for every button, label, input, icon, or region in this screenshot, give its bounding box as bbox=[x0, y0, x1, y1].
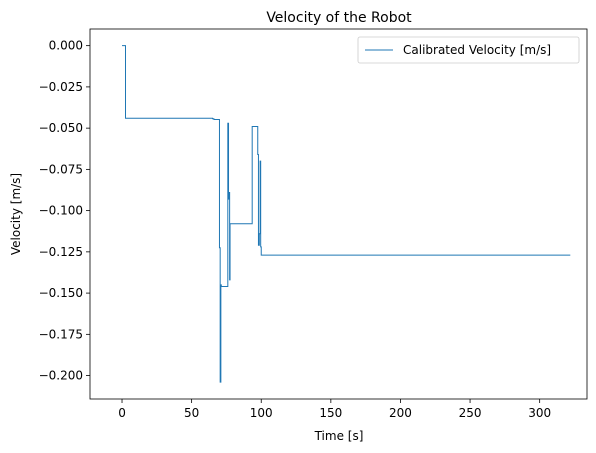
y-tick-label: −0.200 bbox=[39, 369, 83, 383]
legend-box bbox=[357, 36, 580, 64]
series-layer bbox=[122, 45, 571, 383]
x-tick-label: 0 bbox=[118, 406, 126, 420]
y-tick-label: −0.125 bbox=[39, 245, 83, 259]
y-tick-label: −0.075 bbox=[39, 162, 83, 176]
x-axis-label: Time [s] bbox=[314, 429, 364, 443]
x-tick-label: 100 bbox=[250, 406, 273, 420]
y-tick-label: 0.000 bbox=[49, 39, 83, 53]
y-tick-label: −0.175 bbox=[39, 327, 83, 341]
y-tick-label: −0.100 bbox=[39, 204, 83, 218]
y-tick-label: −0.050 bbox=[39, 121, 83, 135]
x-tick-label: 200 bbox=[389, 406, 412, 420]
axes-frame bbox=[89, 28, 588, 400]
chart-title: Velocity of the Robot bbox=[266, 10, 412, 26]
x-axis: 0 50 100 150 200 250 300 bbox=[118, 399, 551, 420]
plot-area bbox=[89, 28, 588, 400]
x-tick-label: 300 bbox=[528, 406, 551, 420]
x-tick-label: 150 bbox=[319, 406, 342, 420]
legend: Calibrated Velocity [m/s] bbox=[357, 36, 580, 64]
x-tick-label: 50 bbox=[184, 406, 199, 420]
y-tick-label: −0.150 bbox=[39, 286, 83, 300]
y-axis-label: Velocity [m/s] bbox=[9, 173, 23, 255]
x-tick-label: 250 bbox=[459, 406, 482, 420]
series-line bbox=[122, 45, 571, 383]
y-tick-label: −0.025 bbox=[39, 80, 83, 94]
legend-label: Calibrated Velocity [m/s] bbox=[403, 43, 551, 57]
y-axis: 0.000 −0.025 −0.050 −0.075 −0.100 −0.125 −0.15… bbox=[39, 39, 90, 383]
